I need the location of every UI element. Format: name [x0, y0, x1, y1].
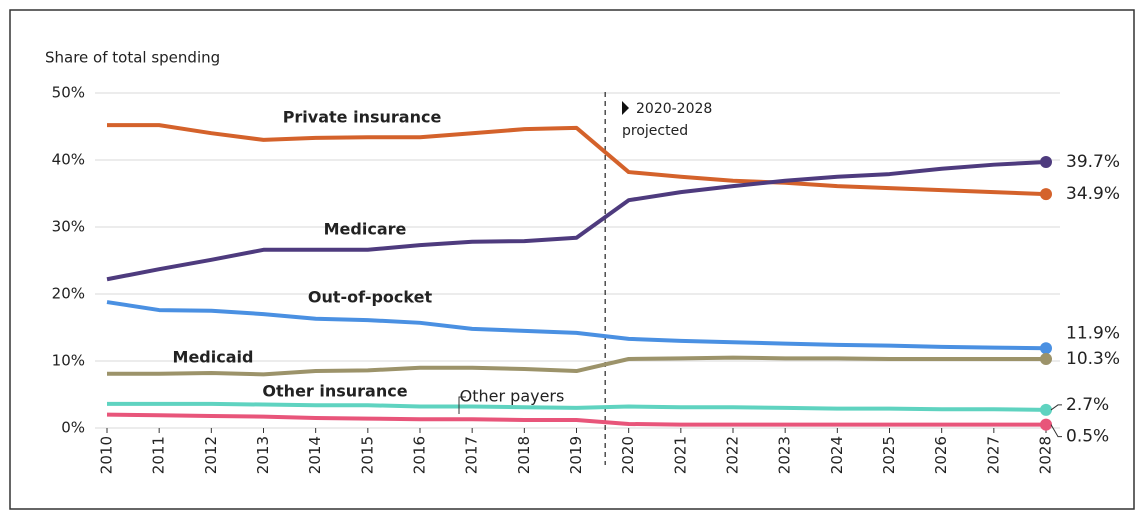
value-label: 10.3%: [1066, 349, 1120, 369]
y-axis-label: Share of total spending: [45, 49, 220, 67]
value-label: 34.9%: [1066, 184, 1120, 204]
x-tick-label: 2021: [671, 436, 689, 474]
x-tick-label: 2017: [463, 436, 481, 474]
x-tick-label: 2020: [619, 436, 637, 474]
y-tick-label: 30%: [52, 218, 85, 236]
x-tick-label: 2013: [254, 436, 272, 474]
annotation: projected: [622, 123, 688, 139]
x-tick-label: 2025: [880, 436, 898, 474]
series-line: [106, 160, 1047, 282]
series-line: [107, 355, 1046, 377]
end-marker: [1040, 188, 1052, 201]
x-tick-label: 2010: [98, 436, 116, 474]
x-tick-label: 2027: [984, 436, 1002, 474]
series-line: [107, 123, 1047, 197]
y-tick-label: 10%: [52, 352, 85, 370]
x-tick-label: 2018: [515, 436, 533, 474]
x-tick-label: 2022: [724, 436, 742, 474]
end-marker: [1040, 403, 1052, 416]
x-tick-label: 2014: [306, 436, 324, 474]
y-tick-label: 50%: [52, 84, 85, 102]
end-marker: [1040, 352, 1052, 365]
series-label: Out-of-pocket: [308, 288, 433, 307]
annotation: 2020-2028: [636, 101, 712, 117]
label-leader: [1050, 404, 1062, 411]
y-tick-label: 20%: [52, 285, 85, 303]
x-tick-label: 2016: [411, 436, 429, 474]
value-label: 39.7%: [1066, 152, 1120, 172]
x-tick-label: 2028: [1037, 436, 1055, 474]
label-leader: [458, 396, 466, 414]
end-marker: [1040, 156, 1052, 169]
x-tick-label: 2015: [358, 436, 376, 474]
end-marker: [1040, 418, 1052, 431]
x-tick-label: 2023: [776, 436, 794, 474]
y-tick-label: 0%: [61, 419, 85, 437]
label-leader: [1050, 424, 1062, 438]
value-label: 2.7%: [1066, 395, 1109, 415]
end-marker: [1040, 342, 1052, 355]
series-line: [107, 401, 1047, 412]
x-tick-label: 2019: [567, 436, 585, 474]
series-label: Medicaid: [173, 348, 254, 367]
series-label: Other payers: [460, 387, 565, 406]
x-tick-label: 2026: [932, 436, 950, 474]
x-tick-label: 2024: [828, 436, 846, 474]
annotation-arrow: [622, 101, 629, 115]
x-tick-label: 2011: [150, 436, 168, 474]
series-label: Private insurance: [283, 108, 442, 127]
frame: [9, 9, 1135, 510]
x-tick-label: 2012: [202, 436, 220, 474]
series-line: [106, 300, 1047, 351]
series-label: Medicare: [324, 220, 407, 239]
value-label: 11.9%: [1066, 323, 1120, 343]
y-tick-label: 40%: [52, 151, 85, 169]
value-label: 0.5%: [1066, 427, 1109, 447]
series-line: [106, 412, 1046, 427]
series-label: Other insurance: [262, 382, 407, 401]
